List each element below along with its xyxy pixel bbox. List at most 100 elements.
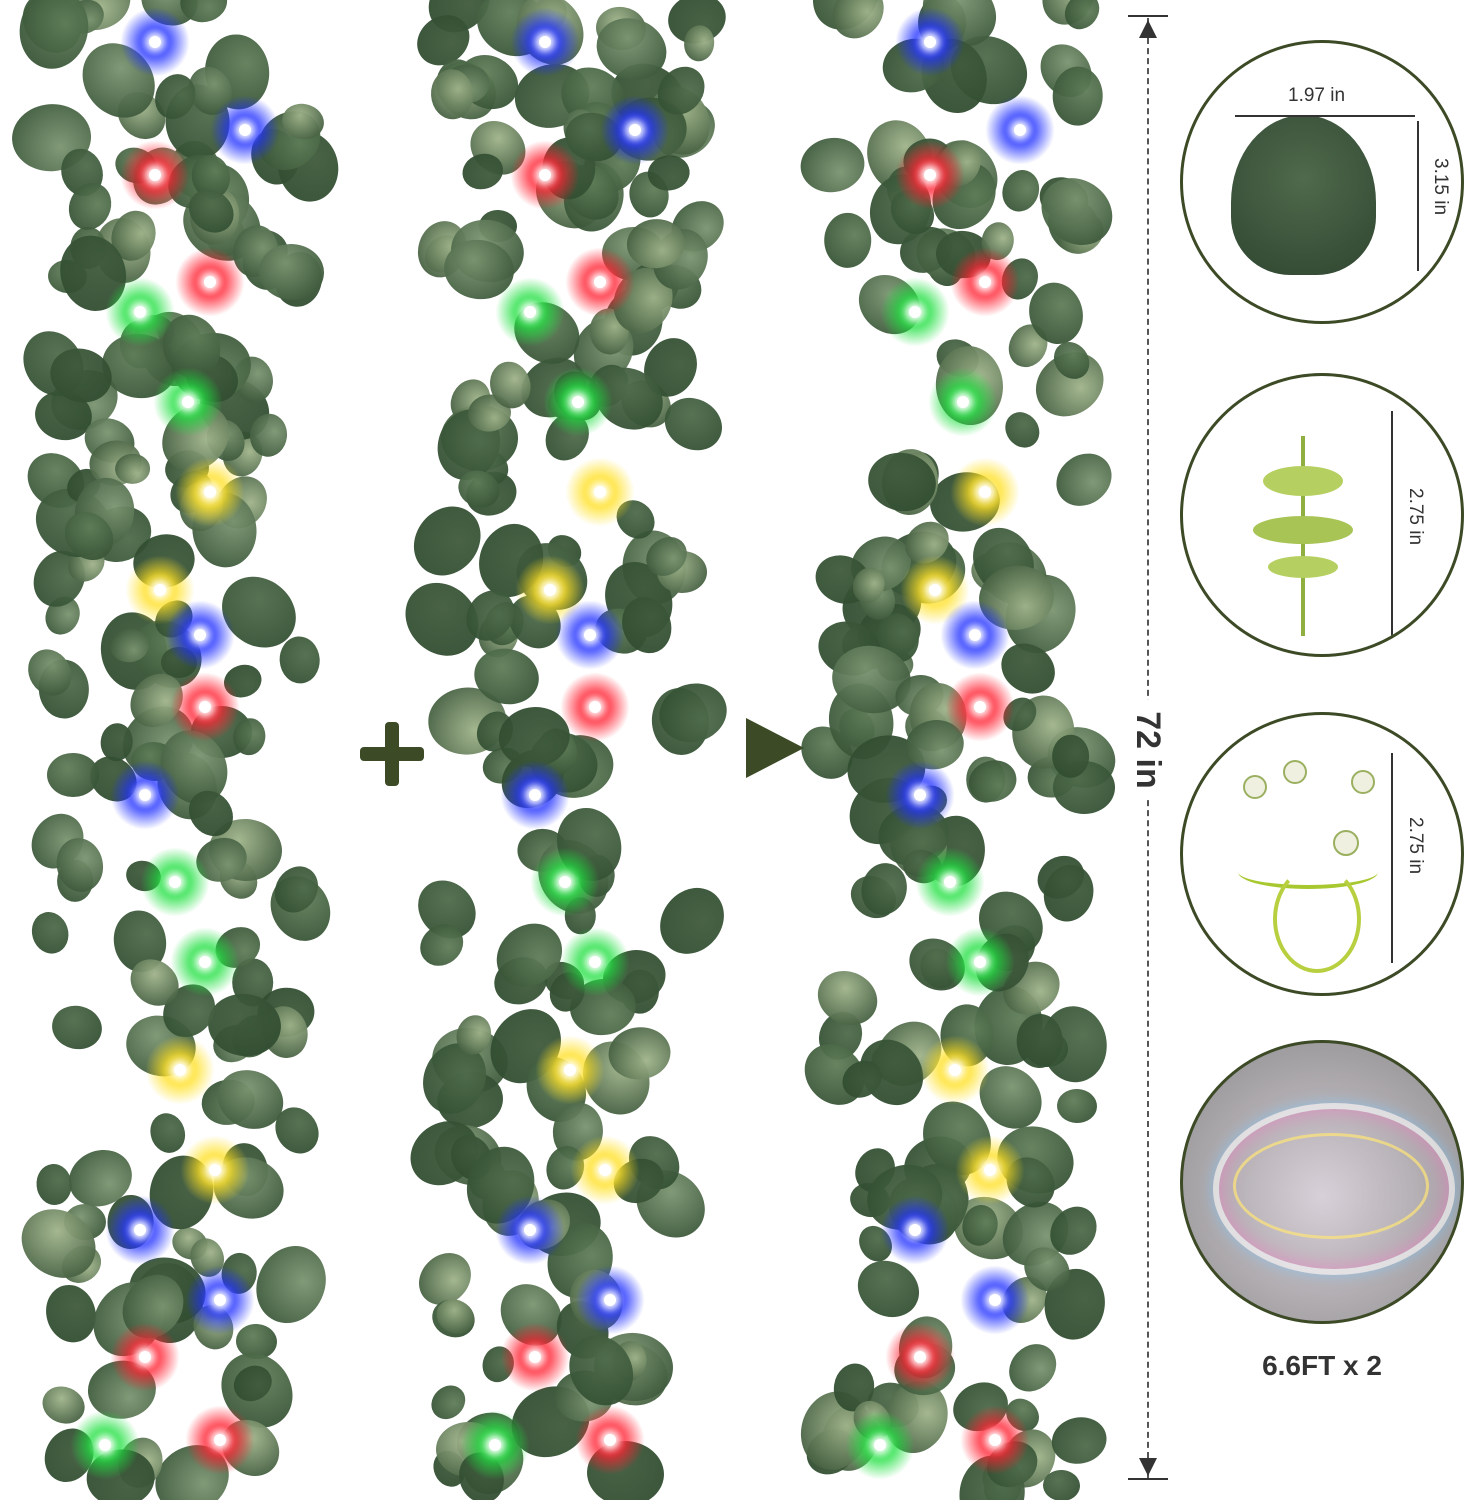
height-dimension-line bbox=[1391, 753, 1393, 963]
light-blue bbox=[185, 1265, 255, 1335]
light-red bbox=[175, 247, 245, 317]
leaf bbox=[996, 165, 1045, 217]
light-blue bbox=[960, 1265, 1030, 1335]
light-red bbox=[885, 1322, 955, 1392]
light-red bbox=[960, 1405, 1030, 1475]
buds-detail-circle: 2.75 in bbox=[1180, 712, 1464, 996]
leaf bbox=[1051, 65, 1104, 127]
light-red bbox=[170, 672, 240, 742]
string-lights-label: 6.6FT x 2 bbox=[1262, 1350, 1382, 1381]
light-blue bbox=[895, 7, 965, 77]
light-blue bbox=[940, 600, 1010, 670]
light-yellow bbox=[175, 457, 245, 527]
light-blue bbox=[985, 95, 1055, 165]
light-blue bbox=[510, 7, 580, 77]
leaf bbox=[821, 0, 895, 49]
width-dimension-line bbox=[1235, 115, 1415, 117]
leaf bbox=[424, 1378, 472, 1426]
light-yellow bbox=[950, 457, 1020, 527]
length-label: 72 in bbox=[1128, 700, 1168, 800]
light-green bbox=[845, 1410, 915, 1480]
leaf bbox=[824, 212, 872, 269]
light-yellow bbox=[920, 1035, 990, 1105]
leaf bbox=[47, 1000, 107, 1054]
light-green bbox=[105, 277, 175, 347]
light-green bbox=[140, 847, 210, 917]
light-green bbox=[460, 1410, 530, 1480]
leaf bbox=[277, 634, 322, 685]
light-blue bbox=[120, 7, 190, 77]
buds-image bbox=[1233, 755, 1383, 973]
leaf bbox=[38, 1279, 103, 1349]
string-lights-image bbox=[1213, 1103, 1455, 1275]
leaf bbox=[244, 1234, 338, 1335]
light-blue bbox=[575, 1265, 645, 1335]
light-blue bbox=[105, 1195, 175, 1265]
light-blue bbox=[600, 95, 670, 165]
light-red bbox=[110, 1322, 180, 1392]
light-blue bbox=[555, 600, 625, 670]
light-red bbox=[575, 1405, 645, 1475]
light-green bbox=[153, 367, 223, 437]
leaf bbox=[34, 1162, 74, 1207]
light-blue bbox=[885, 760, 955, 830]
light-red bbox=[560, 672, 630, 742]
arrow-right-icon bbox=[746, 718, 804, 778]
light-yellow bbox=[180, 1135, 250, 1205]
light-green bbox=[495, 277, 565, 347]
leaf bbox=[1046, 442, 1123, 517]
light-yellow bbox=[570, 1135, 640, 1205]
leaf bbox=[646, 875, 737, 967]
light-yellow bbox=[145, 1035, 215, 1105]
leaf-detail-circle: 1.97 in 3.15 in bbox=[1180, 40, 1464, 324]
buds-height-label: 2.75 in bbox=[1405, 817, 1426, 875]
light-red bbox=[185, 1405, 255, 1475]
light-blue bbox=[500, 760, 570, 830]
leaf bbox=[1029, 164, 1126, 258]
garland-3 bbox=[790, 0, 1135, 1500]
light-blue bbox=[110, 760, 180, 830]
light-yellow bbox=[125, 555, 195, 625]
leaf bbox=[47, 753, 100, 798]
sprig-height-label: 2.75 in bbox=[1405, 488, 1426, 546]
light-green bbox=[543, 367, 613, 437]
plus-icon bbox=[356, 718, 428, 790]
dimension-cap-bottom bbox=[1128, 1478, 1168, 1480]
light-green bbox=[945, 927, 1015, 997]
light-blue bbox=[210, 95, 280, 165]
light-red bbox=[945, 672, 1015, 742]
leaf bbox=[26, 907, 74, 959]
light-yellow bbox=[955, 1135, 1025, 1205]
light-green bbox=[880, 277, 950, 347]
height-dimension-line bbox=[1391, 411, 1393, 636]
dimension-cap-top bbox=[1128, 15, 1168, 17]
leaf bbox=[1056, 1088, 1098, 1124]
light-blue bbox=[165, 600, 235, 670]
light-blue bbox=[880, 1195, 950, 1265]
light-red bbox=[120, 140, 190, 210]
arrow-down-icon bbox=[1139, 1458, 1157, 1476]
leaf bbox=[1042, 1469, 1081, 1500]
leaf bbox=[999, 1334, 1067, 1402]
light-green bbox=[530, 847, 600, 917]
light-red bbox=[500, 1322, 570, 1392]
leaf bbox=[808, 961, 887, 1036]
garland-2 bbox=[390, 0, 750, 1500]
sprig-detail-circle: 2.75 in bbox=[1180, 373, 1464, 657]
arrow-up-icon bbox=[1139, 20, 1157, 38]
garland-1 bbox=[8, 0, 360, 1500]
light-green bbox=[915, 847, 985, 917]
leaf bbox=[797, 133, 869, 197]
light-blue bbox=[495, 1195, 565, 1265]
leaf bbox=[145, 1108, 191, 1157]
leaf bbox=[1047, 1412, 1111, 1470]
light-yellow bbox=[535, 1035, 605, 1105]
light-red bbox=[950, 247, 1020, 317]
light-green bbox=[928, 367, 998, 437]
light-green bbox=[560, 927, 630, 997]
light-green bbox=[170, 927, 240, 997]
leaf-height-label: 3.15 in bbox=[1430, 158, 1451, 216]
leaf bbox=[998, 405, 1047, 455]
leaf-image bbox=[1231, 115, 1376, 275]
